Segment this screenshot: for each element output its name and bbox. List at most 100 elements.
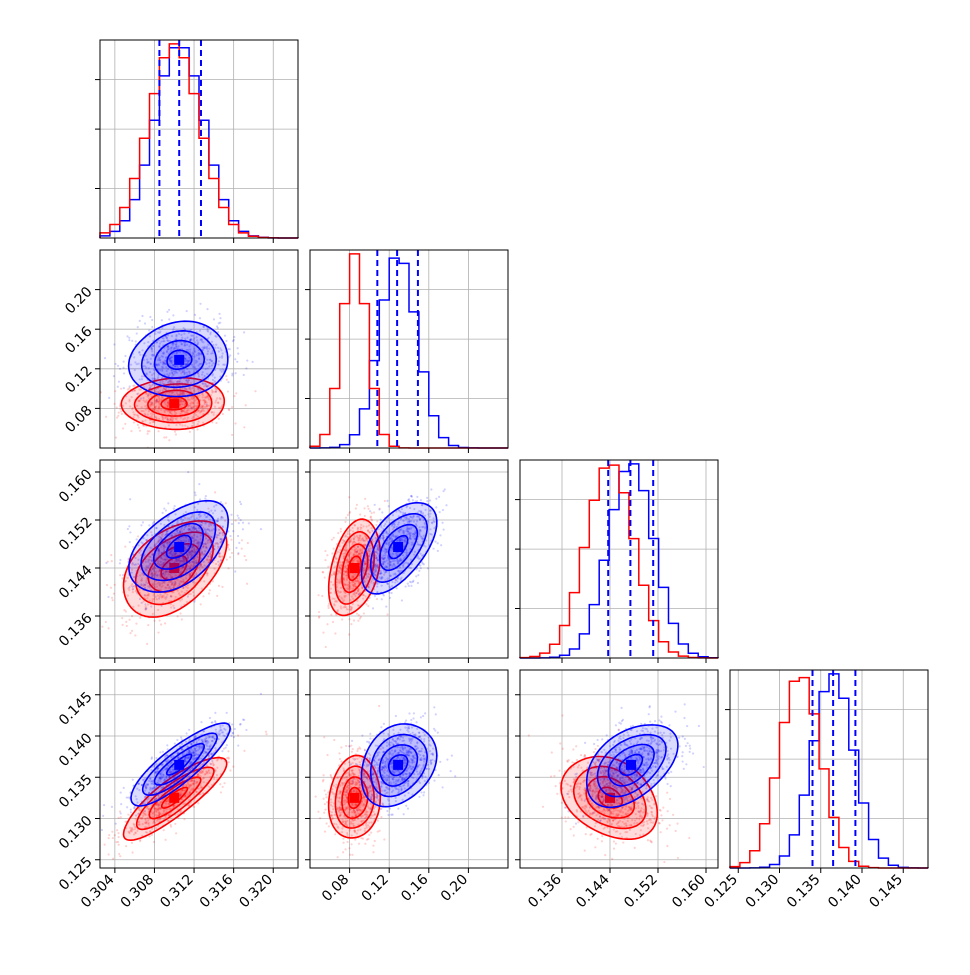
scatter-point <box>324 550 326 552</box>
scatter-point <box>356 613 358 615</box>
scatter-point <box>101 626 103 628</box>
scatter-point <box>317 594 319 596</box>
panel-3-3 <box>725 670 928 873</box>
scatter-point <box>164 622 166 624</box>
scatter-point <box>367 605 369 607</box>
scatter-point <box>131 615 133 617</box>
scatter-point <box>116 416 118 418</box>
scatter-point <box>235 547 237 549</box>
scatter-point <box>163 436 165 438</box>
scatter-point <box>370 516 372 518</box>
scatter-point <box>119 574 121 576</box>
scatter-point <box>386 613 388 615</box>
scatter-point <box>389 597 391 599</box>
scatter-point <box>139 320 141 322</box>
scatter-point <box>380 519 382 521</box>
panel-3-0 <box>95 670 298 873</box>
density-peak-blue <box>174 542 184 552</box>
scatter-point <box>375 524 377 526</box>
scatter-point <box>168 309 170 311</box>
scatter-point <box>209 589 211 591</box>
scatter-point <box>134 634 136 636</box>
scatter-point <box>128 525 130 527</box>
scatter-point <box>173 508 175 510</box>
scatter-point <box>237 535 239 537</box>
scatter-point <box>86 558 88 560</box>
scatter-point <box>237 552 239 554</box>
scatter-point <box>126 625 128 627</box>
scatter-point <box>245 559 247 561</box>
scatter-point <box>231 552 233 554</box>
scatter-point <box>235 392 237 394</box>
scatter-point <box>227 348 229 350</box>
scatter-point <box>439 511 441 513</box>
scatter-point <box>226 559 228 561</box>
scatter-point <box>235 372 237 374</box>
scatter-point <box>364 498 366 500</box>
scatter-point <box>381 511 383 513</box>
scatter-point <box>162 512 164 514</box>
scatter-point <box>241 547 243 549</box>
scatter-point <box>115 436 117 438</box>
scatter-point <box>353 619 355 621</box>
scatter-point <box>197 802 199 804</box>
scatter-point <box>230 539 232 541</box>
scatter-point <box>434 541 436 543</box>
scatter-point <box>228 548 230 550</box>
scatter-point <box>128 339 130 341</box>
scatter-point <box>200 603 202 605</box>
panel-1-1 <box>305 250 508 453</box>
scatter-point <box>131 630 133 632</box>
scatter-point <box>344 521 346 523</box>
scatter-point <box>164 839 166 841</box>
scatter-point <box>166 311 168 313</box>
scatter-point <box>322 571 324 573</box>
scatter-point <box>238 522 240 524</box>
scatter-point <box>234 570 236 572</box>
scatter-point <box>231 434 233 436</box>
scatter-point <box>373 511 375 513</box>
scatter-point <box>104 843 106 845</box>
scatter-point <box>146 643 148 645</box>
scatter-point <box>208 592 210 594</box>
scatter-point <box>410 585 412 587</box>
scatter-point <box>119 562 121 564</box>
scatter-point <box>206 308 208 310</box>
scatter-point <box>157 430 159 432</box>
scatter-point <box>174 505 176 507</box>
scatter-point <box>423 563 425 565</box>
scatter-point <box>189 431 191 433</box>
scatter-point <box>234 358 236 360</box>
scatter-point <box>232 530 234 532</box>
scatter-point <box>321 595 323 597</box>
scatter-point <box>384 500 386 502</box>
scatter-point <box>221 586 223 588</box>
scatter-point <box>217 327 219 329</box>
scatter-point <box>430 488 432 490</box>
scatter-point <box>438 496 440 498</box>
scatter-point <box>153 841 155 843</box>
scatter-point <box>226 379 228 381</box>
scatter-point <box>437 542 439 544</box>
scatter-point <box>401 599 403 601</box>
scatter-point <box>225 375 227 377</box>
scatter-point <box>240 503 242 505</box>
scatter-point <box>241 539 243 541</box>
scatter-point <box>407 582 409 584</box>
scatter-point <box>186 310 188 312</box>
scatter-point <box>96 572 98 574</box>
scatter-point <box>246 583 248 585</box>
scatter-point <box>112 858 114 860</box>
scatter-point <box>194 314 196 316</box>
scatter-point <box>128 619 130 621</box>
scatter-point <box>378 508 380 510</box>
panel-1-0 <box>84 250 298 457</box>
scatter-point <box>223 782 225 784</box>
scatter-point <box>124 546 126 548</box>
scatter-point <box>148 524 150 526</box>
scatter-point <box>369 510 371 512</box>
scatter-point <box>235 519 237 521</box>
scatter-point <box>333 537 335 539</box>
scatter-point <box>133 421 135 423</box>
